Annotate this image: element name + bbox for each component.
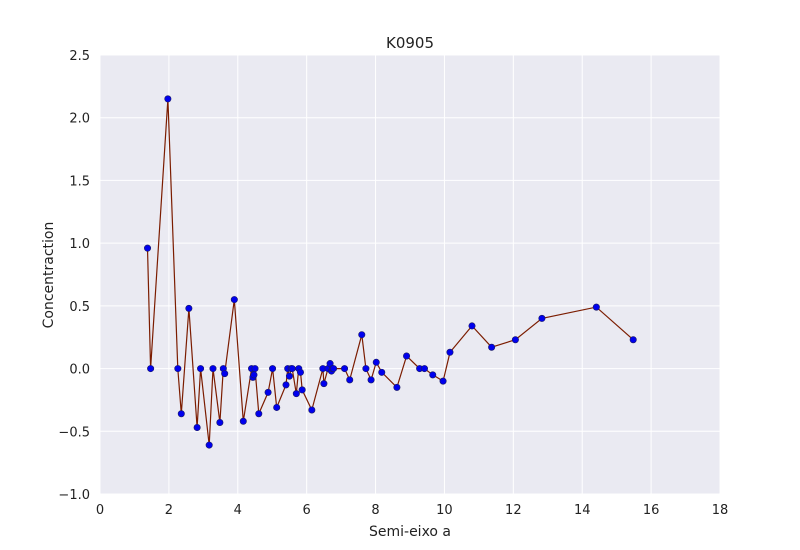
data-point: [193, 424, 201, 432]
data-point: [308, 406, 316, 414]
data-point: [144, 244, 152, 252]
y-tick-label: 0.5: [69, 300, 90, 315]
data-point: [288, 365, 296, 373]
data-point: [367, 376, 375, 384]
y-axis-ticks: −1.0 −0.5 0.0 0.5 1.0 1.5 2.0 2.5: [58, 49, 90, 503]
data-point: [488, 343, 496, 351]
data-point: [221, 370, 229, 378]
data-point: [282, 381, 290, 389]
data-point: [511, 336, 519, 344]
y-tick-label: 2.0: [69, 112, 90, 127]
data-point: [296, 368, 304, 376]
data-point: [216, 419, 224, 427]
data-point: [250, 371, 258, 379]
data-point: [538, 314, 546, 322]
data-point: [185, 304, 193, 312]
data-point: [439, 377, 447, 385]
data-point: [269, 365, 277, 373]
x-tick-label: 0: [96, 503, 104, 518]
data-point: [372, 358, 380, 366]
x-tick-label: 4: [234, 503, 242, 518]
x-tick-label: 6: [303, 503, 311, 518]
data-point: [273, 403, 281, 411]
data-point: [177, 410, 185, 418]
data-point: [230, 296, 238, 304]
chart-title: K0905: [386, 34, 434, 52]
data-point: [285, 372, 293, 380]
grid: [99, 54, 721, 495]
y-tick-label: 1.5: [69, 174, 90, 189]
data-point: [292, 390, 300, 398]
data-point: [255, 410, 263, 418]
data-point: [164, 95, 172, 103]
data-point: [420, 365, 428, 373]
data-point: [264, 388, 272, 396]
data-point: [147, 365, 155, 373]
data-point: [205, 441, 213, 449]
data-point: [358, 331, 366, 339]
data-point: [592, 303, 600, 311]
data-point: [298, 386, 306, 394]
x-tick-label: 10: [436, 503, 453, 518]
x-tick-label: 8: [371, 503, 379, 518]
data-point: [320, 380, 328, 388]
data-point: [239, 417, 247, 425]
y-tick-label: 1.0: [69, 237, 90, 252]
y-tick-label: −0.5: [58, 425, 90, 440]
data-point: [197, 365, 205, 373]
x-tick-label: 14: [574, 503, 591, 518]
x-tick-label: 2: [165, 503, 173, 518]
y-tick-label: 2.5: [69, 49, 90, 64]
x-tick-label: 12: [505, 503, 522, 518]
data-point: [341, 365, 349, 373]
data-point: [330, 365, 338, 373]
x-tick-label: 18: [712, 503, 729, 518]
x-axis-ticks: 0 2 4 6 8 10 12 14 16 18: [96, 503, 728, 518]
data-point: [362, 365, 370, 373]
data-point: [393, 383, 401, 391]
data-series: [144, 95, 637, 449]
plot-area: [100, 55, 720, 494]
data-point: [209, 365, 217, 373]
x-axis-title: Semi-eixo a: [369, 524, 451, 540]
data-point: [378, 368, 386, 376]
y-tick-label: −1.0: [58, 488, 90, 503]
data-point: [403, 352, 411, 360]
y-tick-label: 0.0: [69, 363, 90, 378]
data-point: [346, 376, 354, 384]
data-point: [446, 348, 454, 356]
data-point: [174, 365, 182, 373]
data-point: [429, 371, 437, 379]
data-point: [468, 322, 476, 330]
data-point: [251, 365, 259, 373]
data-point: [629, 336, 637, 344]
x-tick-label: 16: [643, 503, 660, 518]
y-axis-title: Concentraction: [41, 222, 57, 329]
